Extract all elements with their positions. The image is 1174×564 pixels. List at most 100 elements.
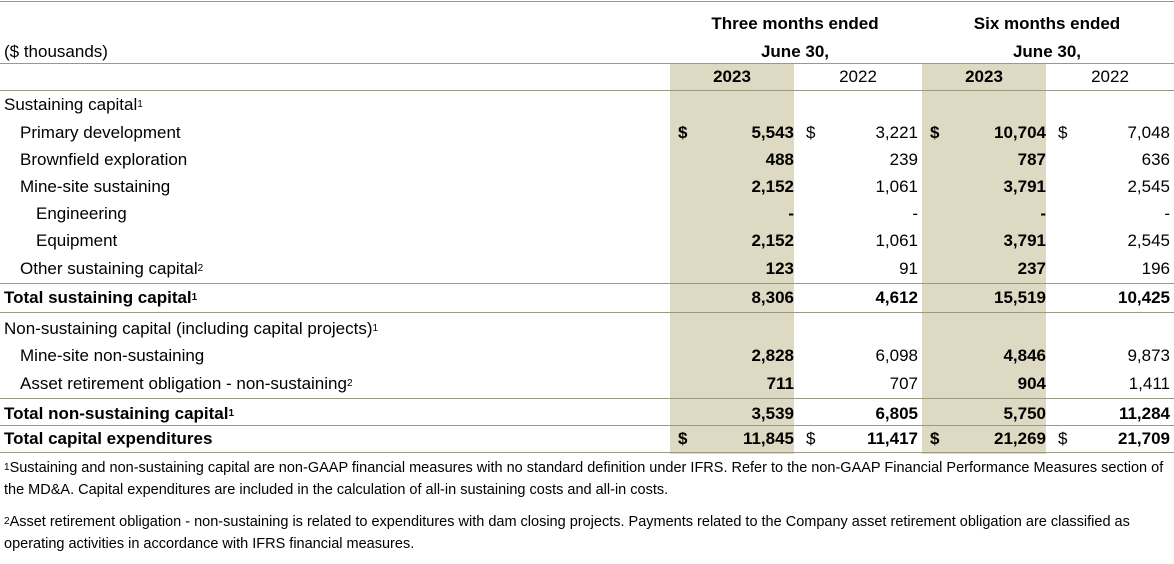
table-cell: 196 [1141, 259, 1170, 278]
year-2023-six-months: 2023 [965, 67, 1003, 86]
currency-symbol: $ [1058, 429, 1068, 448]
table-cell: 237 [1017, 259, 1046, 278]
row-label-text: Sustaining capital [4, 95, 138, 114]
table-cell: 2,152 [751, 231, 794, 250]
six-months-heading-line2: June 30, [1012, 42, 1082, 61]
table-cell: 4,846 [1003, 346, 1046, 365]
shaded-column-2023-six-months [922, 63, 1046, 454]
table-cell: 3,539 [751, 404, 794, 423]
row-rule [0, 283, 1174, 284]
table-cell: 1,061 [875, 177, 918, 196]
row-label: Total capital expenditures [4, 429, 212, 449]
row-label-text: Primary development [20, 123, 181, 142]
footnote-reference: 1 [137, 99, 143, 110]
table-cell: 10,704 [994, 123, 1046, 142]
shaded-column-2023-three-months [670, 63, 794, 454]
footnote-2-marker: 2 [4, 516, 10, 527]
row-label-text: Total sustaining capital [4, 288, 192, 307]
footnote-reference: 1 [372, 323, 379, 334]
currency-symbol: $ [930, 429, 940, 448]
table-cell: 21,709 [1118, 429, 1170, 448]
table-cell: 4,612 [875, 288, 918, 307]
six-months-heading-line1: Six months ended [973, 14, 1121, 33]
row-label-text: Other sustaining capital [20, 259, 198, 278]
table-cell: 5,750 [1003, 404, 1046, 423]
table-cell: 10,425 [1118, 288, 1170, 307]
table-cell: 904 [1017, 374, 1046, 393]
row-label: Primary development [20, 123, 181, 143]
footnote-reference: 1 [191, 292, 198, 303]
table-cell: - [1040, 204, 1046, 223]
rule-header [0, 63, 1174, 64]
row-label: Equipment [36, 231, 117, 251]
table-cell: 7,048 [1127, 123, 1170, 142]
table-cell: - [912, 204, 918, 223]
row-label-text: Mine-site non-sustaining [20, 346, 205, 365]
row-label-text: Asset retirement obligation - non-sustai… [20, 374, 347, 393]
row-label: Engineering [36, 204, 127, 224]
table-cell: 8,306 [751, 288, 794, 307]
row-label: Sustaining capital1 [4, 95, 143, 115]
table-cell: 787 [1017, 150, 1046, 169]
row-label: Total sustaining capital1 [4, 288, 197, 308]
table-cell: 123 [765, 259, 794, 278]
row-label-text: Mine-site sustaining [20, 177, 171, 196]
footnote-2-text: Asset retirement obligation - non-sustai… [4, 514, 1130, 552]
three-months-heading-line1: Three months ended [711, 14, 879, 33]
table-cell: 1,061 [875, 231, 918, 250]
row-label-text: Total capital expenditures [4, 429, 213, 448]
row-label: Other sustaining capital2 [20, 259, 203, 279]
footnote-reference: 2 [197, 263, 204, 274]
row-label: Brownfield exploration [20, 150, 187, 170]
rule-years [0, 90, 1174, 91]
row-label: Total non-sustaining capital1 [4, 404, 234, 424]
table-cell: 2,828 [751, 346, 794, 365]
table-cell: 11,417 [866, 429, 918, 448]
row-label-text: Engineering [36, 204, 127, 223]
table-cell: 11,284 [1118, 404, 1170, 423]
row-rule [0, 452, 1174, 453]
row-rule [0, 398, 1174, 399]
table-cell: 3,221 [875, 123, 918, 142]
table-cell: 707 [889, 374, 918, 393]
table-cell: 2,152 [751, 177, 794, 196]
table-cell: 91 [899, 259, 918, 278]
row-label: Mine-site sustaining [20, 177, 170, 197]
year-2023-three-months: 2023 [713, 67, 751, 86]
row-rule [0, 425, 1174, 426]
currency-symbol: $ [806, 429, 816, 448]
currency-symbol: $ [678, 123, 688, 142]
year-2022-six-months: 2022 [1091, 67, 1129, 86]
table-cell: 5,543 [751, 123, 794, 142]
footnote-reference: 1 [228, 408, 235, 419]
table-cell: 1,411 [1128, 374, 1170, 393]
table-cell: 488 [765, 150, 794, 169]
year-2022-three-months: 2022 [839, 67, 877, 86]
table-cell: 636 [1141, 150, 1170, 169]
currency-symbol: $ [930, 123, 940, 142]
table-cell: 15,519 [994, 288, 1046, 307]
footnote-1: 1Sustaining and non-sustaining capital a… [4, 457, 1170, 501]
table-cell: 6,805 [875, 404, 918, 423]
row-label-text: Non-sustaining capital (including capita… [4, 319, 373, 338]
table-cell: 2,545 [1127, 177, 1170, 196]
table-cell: 9,873 [1127, 346, 1170, 365]
footnote-1-text: Sustaining and non-sustaining capital ar… [4, 460, 1164, 498]
table-cell: - [788, 204, 794, 223]
table-cell: 11,845 [742, 429, 794, 448]
table-cell: 2,545 [1127, 231, 1170, 250]
table-cell: 21,269 [994, 429, 1046, 448]
row-label: Asset retirement obligation - non-sustai… [20, 374, 353, 394]
table-cell: 3,791 [1003, 177, 1046, 196]
currency-symbol: $ [678, 429, 688, 448]
rule-top [0, 1, 1174, 2]
table-cell: 3,791 [1003, 231, 1046, 250]
currency-symbol: $ [806, 123, 816, 142]
row-label-text: Equipment [36, 231, 118, 250]
table-cell: 6,098 [875, 346, 918, 365]
row-label: Non-sustaining capital (including capita… [4, 319, 378, 339]
table-cell: - [1164, 204, 1170, 223]
table-cell: 239 [889, 150, 918, 169]
row-label: Mine-site non-sustaining [20, 346, 204, 366]
